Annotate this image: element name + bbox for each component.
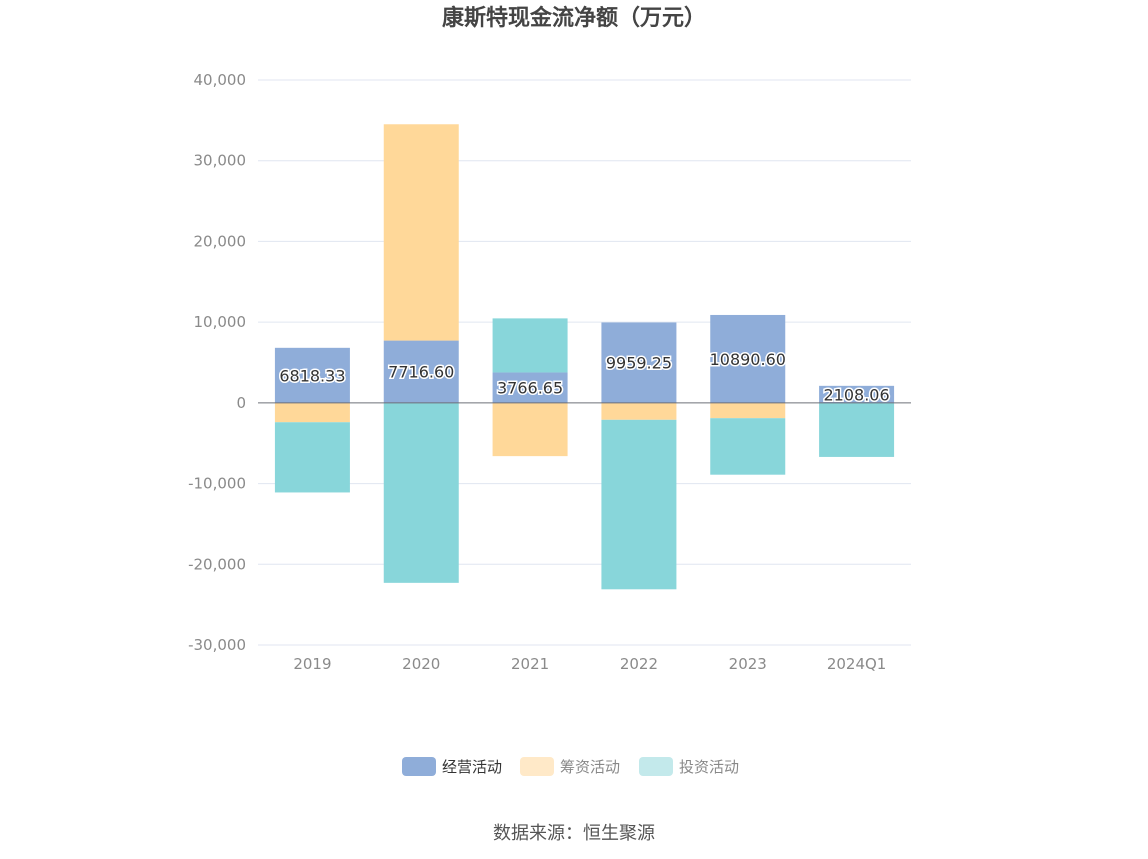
legend-item[interactable]: 投资活动	[639, 757, 739, 776]
bar-segment	[492, 402, 568, 457]
bars	[274, 124, 895, 590]
legend-item[interactable]: 筹资活动	[520, 757, 620, 776]
chart-title: 康斯特现金流净额（万元）	[442, 5, 706, 31]
legend-swatch	[520, 757, 554, 776]
source-note: 数据来源：恒生聚源	[493, 823, 655, 844]
y-axis: 40,000 30,000 20,000 10,000 0 -10,000 -20,000 -…	[188, 71, 246, 654]
x-tick-label: 2024Q1	[827, 655, 887, 673]
x-axis: 2019 2020 2021 2022 2023 2024Q1	[293, 655, 886, 673]
legend-label: 投资活动	[679, 758, 739, 776]
legend-label: 经营活动	[442, 758, 502, 776]
data-label: 2108.06	[823, 385, 889, 404]
y-tick-label: 0	[236, 394, 246, 412]
bar-segment	[710, 402, 786, 419]
x-tick-label: 2023	[729, 655, 767, 673]
bar-segment	[601, 402, 677, 420]
bar-segment	[274, 402, 350, 423]
data-labels: 6818.33 7716.60 3766.65 9959.25 10890.60 2108…	[278, 348, 891, 405]
legend-swatch	[639, 757, 673, 776]
bar-segment	[383, 402, 459, 583]
x-tick-label: 2019	[293, 655, 331, 673]
y-tick-label: 40,000	[194, 71, 247, 89]
legend-item[interactable]: 经营活动	[402, 757, 502, 776]
y-tick-label: 20,000	[194, 232, 247, 250]
x-tick-label: 2021	[511, 655, 549, 673]
x-tick-label: 2022	[620, 655, 658, 673]
bar-segment	[274, 422, 350, 493]
bar-segment	[383, 124, 459, 341]
data-label: 6818.33	[279, 366, 345, 385]
y-tick-label: 30,000	[194, 152, 247, 170]
legend-swatch	[402, 757, 436, 776]
bar-segment	[383, 340, 459, 403]
x-tick-label: 2020	[402, 655, 440, 673]
bar-segment	[601, 419, 677, 590]
y-tick-label: -20,000	[188, 555, 246, 573]
legend: 经营活动 筹资活动 投资活动	[402, 757, 739, 776]
grid	[258, 79, 911, 646]
data-label: 10890.60	[710, 350, 786, 369]
y-tick-label: 10,000	[194, 313, 247, 331]
data-label: 3766.65	[497, 379, 563, 398]
data-label: 7716.60	[388, 363, 454, 382]
bar-segment	[819, 402, 895, 457]
bar-segment	[819, 385, 895, 403]
y-tick-label: -30,000	[188, 636, 246, 654]
bar-segment	[710, 314, 786, 403]
legend-label: 筹资活动	[560, 758, 620, 776]
bar-segment	[601, 322, 677, 403]
y-tick-label: -10,000	[188, 475, 246, 493]
bar-segment	[492, 318, 568, 373]
bar-segment	[710, 418, 786, 475]
bar-segment	[274, 347, 350, 403]
bar-segment	[492, 372, 568, 403]
data-label: 9959.25	[606, 354, 672, 373]
